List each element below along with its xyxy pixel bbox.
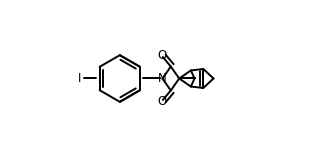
Text: N: N [158,72,167,85]
Text: O: O [157,49,166,62]
Text: I: I [78,72,81,85]
Text: O: O [157,95,166,108]
